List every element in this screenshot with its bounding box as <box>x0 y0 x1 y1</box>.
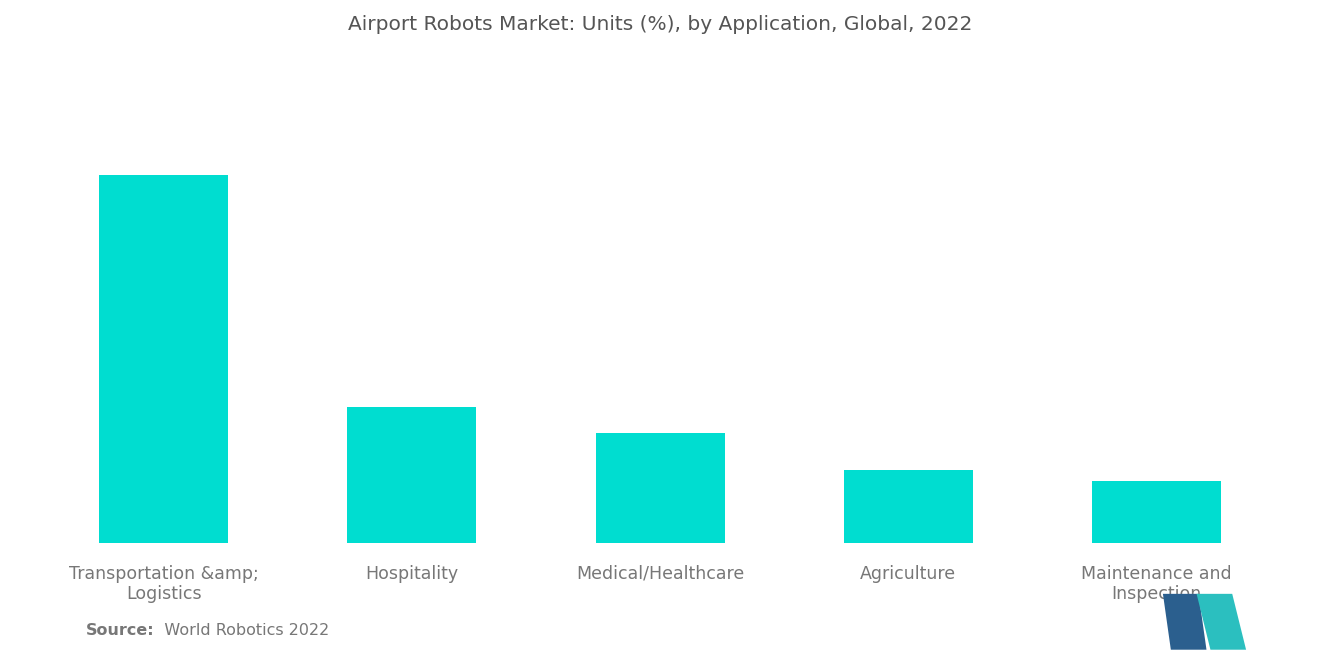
Text: Source:: Source: <box>86 623 154 638</box>
Bar <box>595 433 725 543</box>
Bar <box>99 175 228 543</box>
Title: Airport Robots Market: Units (%), by Application, Global, 2022: Airport Robots Market: Units (%), by App… <box>347 15 973 34</box>
Bar <box>1092 481 1221 543</box>
Polygon shape <box>1163 594 1206 650</box>
Bar <box>347 407 477 543</box>
Polygon shape <box>1196 594 1246 650</box>
Text: World Robotics 2022: World Robotics 2022 <box>149 623 330 638</box>
Bar <box>843 469 973 543</box>
